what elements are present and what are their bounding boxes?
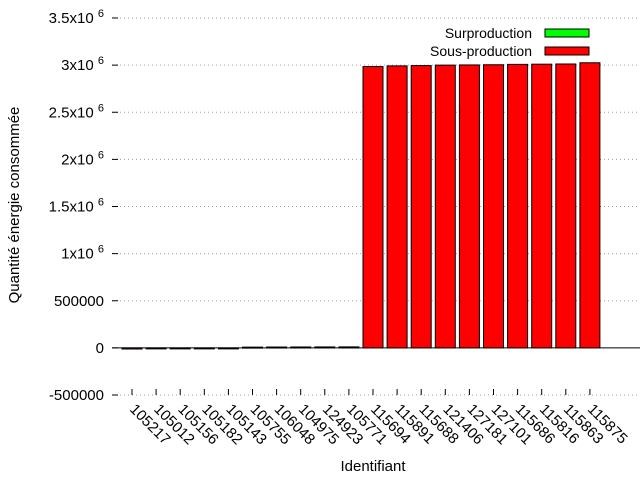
- bar-115686: [507, 63, 529, 349]
- bar-124923: [314, 346, 336, 349]
- y-axis-ticks: 3.5x10 6 3x10 6 2.5x10 6 2x10 6 1.5x10 6 1x10…: [49, 8, 118, 404]
- y-tick-label: 2.5x10 6: [49, 102, 104, 121]
- bars: [121, 62, 601, 350]
- bar-105012: [145, 347, 167, 350]
- bar-121406: [434, 64, 456, 349]
- y-tick-label: 3x10 6: [61, 55, 104, 74]
- y-tick-label: 3.5x10 6: [49, 8, 104, 27]
- y-tick-label: -500000: [49, 387, 104, 404]
- bar-104975: [290, 346, 312, 349]
- y-axis-label: Quantité énergie consommée: [6, 107, 23, 304]
- bar-115875: [579, 62, 601, 349]
- bar-105771: [338, 346, 360, 349]
- y-tick-label: 1x10 6: [61, 244, 104, 263]
- bar-105755: [242, 346, 263, 349]
- y-tick-label: 1.5x10 6: [49, 197, 104, 216]
- legend-label-sous-production: Sous-production: [430, 43, 532, 59]
- bar-105156: [169, 347, 191, 350]
- bar-115891: [386, 65, 408, 349]
- bar-115688: [410, 65, 432, 349]
- legend-label-surproduction: Surproduction: [445, 25, 532, 41]
- y-tick-label: 2x10 6: [61, 149, 104, 168]
- y-tick-label: 500000: [54, 293, 104, 310]
- y-tick-label: 0: [96, 340, 104, 357]
- bar-105143: [217, 347, 239, 350]
- x-axis-label: Identifiant: [340, 458, 406, 475]
- bar-105182: [193, 347, 215, 350]
- legend: Surproduction Sous-production: [430, 25, 590, 59]
- bar-105217: [121, 347, 143, 350]
- bar-127101: [483, 64, 504, 349]
- legend-swatch-sous-production: [544, 46, 590, 56]
- bar-115694: [362, 66, 384, 349]
- x-axis-ticks: 1052171050121051561051821051431057551060…: [126, 389, 631, 448]
- bar-115863: [555, 63, 577, 349]
- bar-106048: [266, 346, 288, 349]
- bar-127181: [458, 64, 480, 349]
- legend-swatch-surproduction: [544, 28, 590, 38]
- bar-115816: [531, 63, 553, 349]
